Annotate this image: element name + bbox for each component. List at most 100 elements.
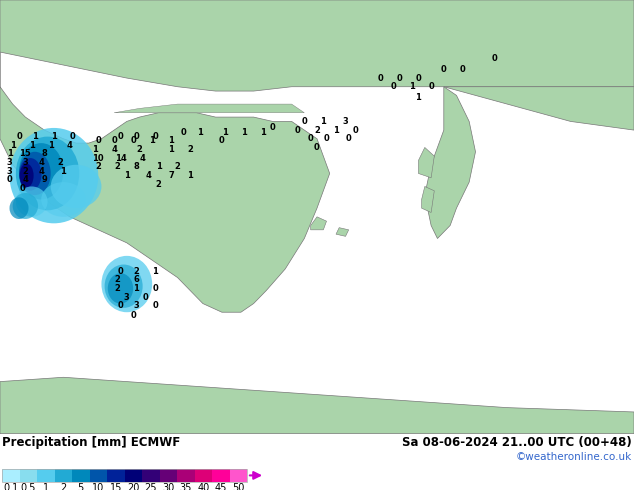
Ellipse shape	[20, 158, 42, 191]
Text: 1: 1	[149, 136, 155, 146]
Text: 0: 0	[491, 54, 498, 63]
Text: 0: 0	[117, 132, 124, 141]
Bar	[72, 469, 89, 482]
Text: 0: 0	[117, 267, 124, 275]
Bar	[195, 469, 212, 482]
Polygon shape	[418, 147, 434, 178]
Text: 0.1: 0.1	[3, 483, 18, 490]
Text: 3: 3	[6, 158, 13, 167]
Text: 0: 0	[70, 132, 76, 141]
Text: 40: 40	[197, 483, 209, 490]
Text: 2: 2	[60, 483, 67, 490]
Text: 4: 4	[38, 167, 44, 176]
Text: 8: 8	[133, 163, 139, 172]
Ellipse shape	[10, 128, 98, 223]
Text: 7: 7	[168, 171, 174, 180]
Text: 50: 50	[232, 483, 245, 490]
Bar	[89, 469, 107, 482]
Bar	[142, 469, 160, 482]
Text: 1: 1	[415, 93, 422, 102]
Text: 0: 0	[95, 136, 101, 146]
Polygon shape	[0, 0, 634, 91]
Text: 0: 0	[219, 136, 225, 146]
Polygon shape	[336, 228, 349, 236]
Text: 0: 0	[396, 74, 403, 82]
Text: 1: 1	[168, 136, 174, 146]
Text: 15: 15	[110, 483, 122, 490]
Text: 4: 4	[111, 145, 117, 154]
Text: 0: 0	[377, 74, 384, 82]
Text: 1: 1	[29, 141, 35, 150]
Text: 3: 3	[22, 158, 29, 167]
Text: 1: 1	[124, 171, 130, 180]
Text: 1: 1	[60, 167, 67, 176]
Text: 10: 10	[92, 483, 105, 490]
Bar	[124, 469, 142, 482]
Text: 0: 0	[16, 132, 22, 141]
Text: 14: 14	[115, 154, 126, 163]
Text: 0: 0	[295, 125, 301, 135]
Text: 2: 2	[314, 125, 320, 135]
Text: 0: 0	[314, 143, 320, 152]
Text: 0: 0	[323, 134, 330, 143]
Polygon shape	[0, 52, 330, 312]
Text: 1: 1	[222, 128, 228, 137]
Text: 2: 2	[22, 167, 29, 176]
Ellipse shape	[51, 165, 101, 208]
Text: 0: 0	[133, 132, 139, 141]
Ellipse shape	[19, 152, 51, 195]
Text: 2: 2	[95, 163, 101, 172]
Text: 0: 0	[307, 134, 314, 143]
Text: 0: 0	[117, 301, 124, 310]
Text: 0.5: 0.5	[20, 483, 36, 490]
Text: 2: 2	[155, 180, 162, 189]
Text: 3: 3	[6, 167, 13, 176]
Text: 1: 1	[241, 128, 247, 137]
Text: 4: 4	[67, 141, 73, 150]
Text: 1: 1	[409, 82, 415, 91]
Text: 6: 6	[133, 275, 139, 284]
Text: 1: 1	[133, 284, 139, 293]
Text: 2: 2	[57, 158, 63, 167]
Ellipse shape	[101, 256, 152, 312]
Text: 0: 0	[181, 128, 187, 137]
Text: 2: 2	[133, 267, 139, 275]
Ellipse shape	[105, 265, 143, 308]
Text: 2: 2	[114, 163, 120, 172]
Text: 0: 0	[390, 82, 396, 91]
Text: 1: 1	[187, 171, 193, 180]
Polygon shape	[311, 217, 327, 230]
Bar	[2, 469, 20, 482]
Ellipse shape	[16, 137, 79, 210]
Text: 45: 45	[214, 483, 227, 490]
Text: 1: 1	[10, 141, 16, 150]
Ellipse shape	[20, 164, 34, 188]
Bar	[37, 469, 55, 482]
Text: 8: 8	[41, 149, 48, 158]
Text: 25: 25	[145, 483, 157, 490]
Bar	[20, 469, 37, 482]
Text: 0: 0	[352, 125, 358, 135]
Polygon shape	[444, 87, 634, 130]
Text: 0: 0	[143, 293, 149, 301]
Text: 0: 0	[301, 117, 307, 126]
Bar	[160, 469, 177, 482]
Text: 0: 0	[428, 82, 434, 91]
Text: 0: 0	[415, 74, 422, 82]
Bar	[177, 469, 195, 482]
Text: 1: 1	[6, 149, 13, 158]
Polygon shape	[0, 377, 634, 434]
Bar	[2, 469, 247, 482]
Ellipse shape	[19, 143, 63, 199]
Text: 0: 0	[111, 136, 117, 146]
Text: Sa 08-06-2024 21..00 UTC (00+48): Sa 08-06-2024 21..00 UTC (00+48)	[402, 436, 632, 449]
Bar	[55, 469, 72, 482]
Text: 1: 1	[168, 145, 174, 154]
Text: 0: 0	[460, 65, 466, 74]
Text: 1: 1	[48, 141, 54, 150]
Text: 3: 3	[124, 293, 130, 301]
Text: 1: 1	[333, 125, 339, 135]
Text: 9: 9	[41, 175, 48, 184]
Ellipse shape	[10, 197, 29, 219]
Text: 0: 0	[130, 136, 136, 146]
